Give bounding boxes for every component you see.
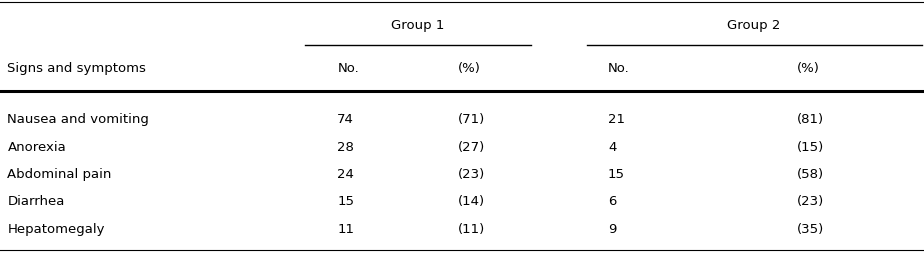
Text: (23): (23) [457,168,484,180]
Text: (%): (%) [457,62,480,75]
Text: (11): (11) [457,222,484,235]
Text: (15): (15) [796,141,823,154]
Text: No.: No. [608,62,630,75]
Text: 21: 21 [608,113,625,126]
Text: (81): (81) [796,113,823,126]
Text: 9: 9 [608,222,616,235]
Text: 11: 11 [337,222,354,235]
Text: Diarrhea: Diarrhea [7,194,65,207]
Text: 74: 74 [337,113,354,126]
Text: Abdominal pain: Abdominal pain [7,168,112,180]
Text: (71): (71) [457,113,484,126]
Text: Anorexia: Anorexia [7,141,67,154]
Text: (58): (58) [796,168,823,180]
Text: (14): (14) [457,194,484,207]
Text: 28: 28 [337,141,354,154]
Text: 4: 4 [608,141,616,154]
Text: 24: 24 [337,168,354,180]
Text: Group 2: Group 2 [727,19,781,32]
Text: 15: 15 [608,168,625,180]
Text: Hepatomegaly: Hepatomegaly [7,222,105,235]
Text: (27): (27) [457,141,484,154]
Text: (%): (%) [796,62,820,75]
Text: Nausea and vomiting: Nausea and vomiting [7,113,150,126]
Text: No.: No. [337,62,359,75]
Text: Group 1: Group 1 [391,19,444,32]
Text: (23): (23) [796,194,823,207]
Text: 6: 6 [608,194,616,207]
Text: 15: 15 [337,194,354,207]
Text: Signs and symptoms: Signs and symptoms [7,62,146,75]
Text: (35): (35) [796,222,823,235]
